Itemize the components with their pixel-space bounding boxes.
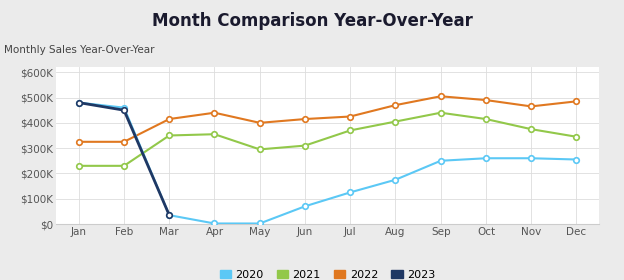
Text: Monthly Sales Year-Over-Year: Monthly Sales Year-Over-Year <box>4 45 155 55</box>
Text: Month Comparison Year-Over-Year: Month Comparison Year-Over-Year <box>152 12 472 30</box>
Legend: 2020, 2021, 2022, 2023: 2020, 2021, 2022, 2023 <box>215 265 440 280</box>
